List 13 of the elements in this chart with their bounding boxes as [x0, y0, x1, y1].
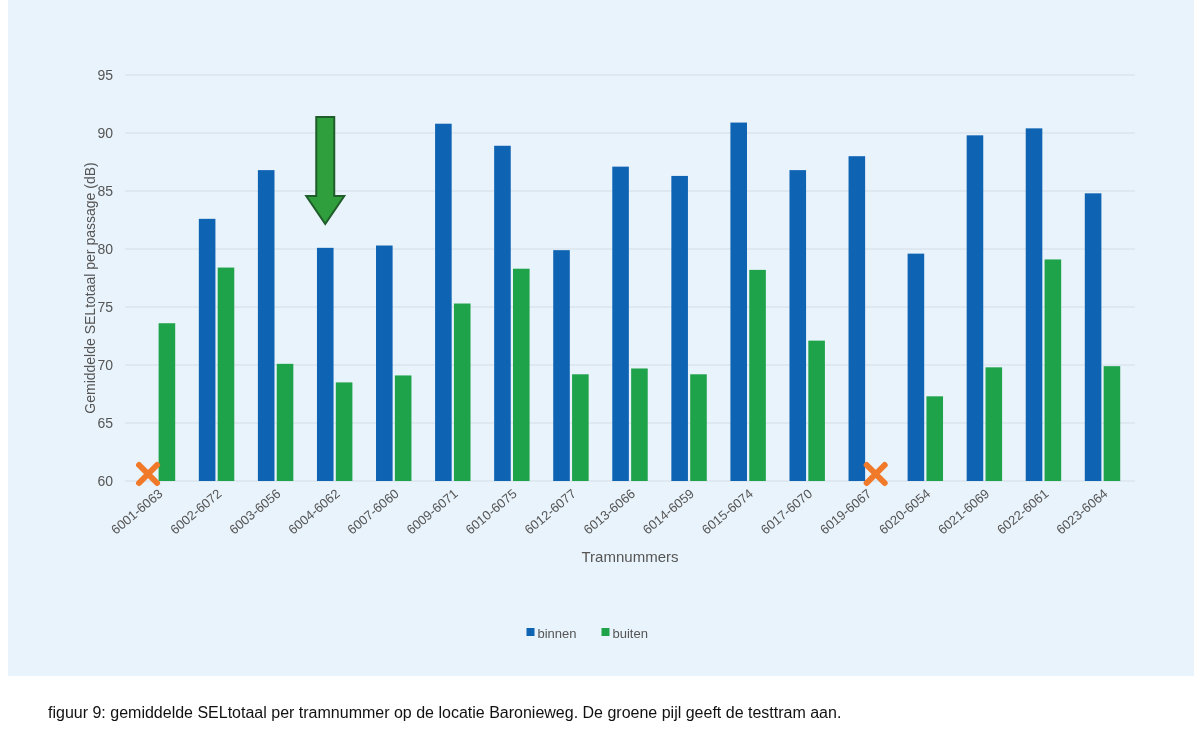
y-tick-label: 85: [97, 182, 114, 199]
legend-label: buiten: [612, 625, 648, 641]
text: figuur 9: gemiddelde SELtotaal per tramnummer op de locatie Baronieweg. De groene pijl geeft de testtram aan.: [48, 704, 842, 721]
y-tick-label: 70: [97, 356, 114, 373]
y-tick-label: 65: [97, 414, 114, 431]
y-tick-label: 95: [97, 66, 114, 83]
legend-label: binnen: [537, 625, 577, 641]
y-tick-label: 80: [97, 240, 114, 257]
y-tick-label: 75: [97, 298, 114, 315]
y-tick-label: 60: [97, 472, 114, 489]
x-axis-title: Tramnummers: [581, 548, 679, 565]
y-tick-label: 90: [97, 124, 114, 141]
y-axis-title: Gemiddelde SELtotaal per passage (dB): [82, 162, 98, 414]
